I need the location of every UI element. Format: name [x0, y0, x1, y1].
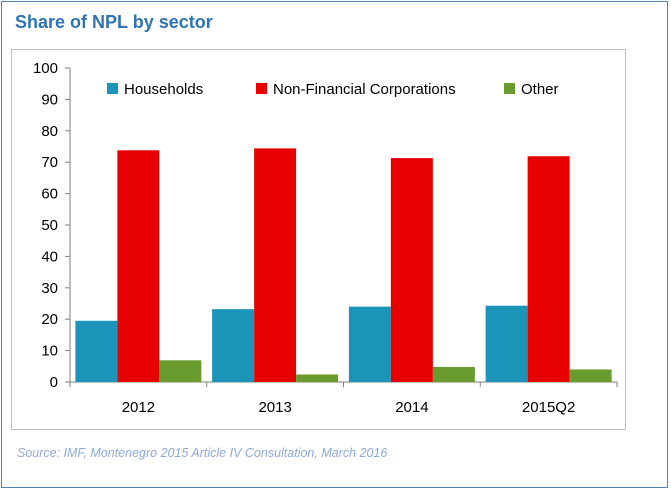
bar-chart: 0 10 20 30 40 50 60 70 80 90 100 2012 2013 2014 2015Q2… [33, 60, 618, 416]
y-tick-label: 20 [41, 311, 58, 328]
bar-non-financial-corporations-2012 [117, 150, 160, 382]
plot-area: 0 10 20 30 40 50 60 70 80 90 100 2012 2013 2014 2015Q2… [11, 49, 626, 430]
legend-swatch-other [504, 83, 515, 94]
legend-swatch-households [107, 83, 118, 94]
source-note: Source: IMF, Montenegro 2015 Article IV … [17, 446, 388, 460]
y-tick-label: 0 [50, 374, 58, 391]
bar-households-2013 [212, 309, 255, 382]
legend-label: Other [521, 81, 559, 98]
y-tick-label: 70 [41, 154, 58, 171]
legend-label: Non-Financial Corporations [273, 81, 456, 98]
bar-non-financial-corporations-2014 [390, 158, 433, 382]
bar-other-2015q2 [569, 369, 612, 382]
y-tick-label: 100 [33, 60, 58, 77]
legend-label: Households [124, 81, 203, 98]
bar-households-2012 [75, 320, 118, 382]
y-tick-label: 40 [41, 248, 58, 265]
y-tick-label: 10 [41, 343, 58, 360]
x-tick-label: 2012 [122, 399, 155, 416]
chart-title: Share of NPL by sector [15, 12, 213, 32]
y-tick-label: 90 [41, 91, 58, 108]
bar-other-2012 [159, 360, 202, 382]
x-tick-label: 2013 [258, 399, 291, 416]
legend-swatch-non-financial-corporations [256, 83, 267, 94]
bar-households-2015q2 [485, 305, 528, 382]
bar-other-2014 [432, 366, 475, 382]
bar-other-2013 [296, 374, 339, 382]
y-tick-label: 80 [41, 123, 58, 140]
bar-households-2014 [348, 306, 391, 382]
x-tick-label: 2015Q2 [522, 399, 575, 416]
x-tick-label: 2014 [395, 399, 428, 416]
y-tick-label: 30 [41, 280, 58, 297]
bar-non-financial-corporations-2015q2 [527, 156, 570, 382]
y-tick-label: 50 [41, 217, 58, 234]
y-tick-label: 60 [41, 186, 58, 203]
bar-non-financial-corporations-2013 [254, 148, 297, 382]
